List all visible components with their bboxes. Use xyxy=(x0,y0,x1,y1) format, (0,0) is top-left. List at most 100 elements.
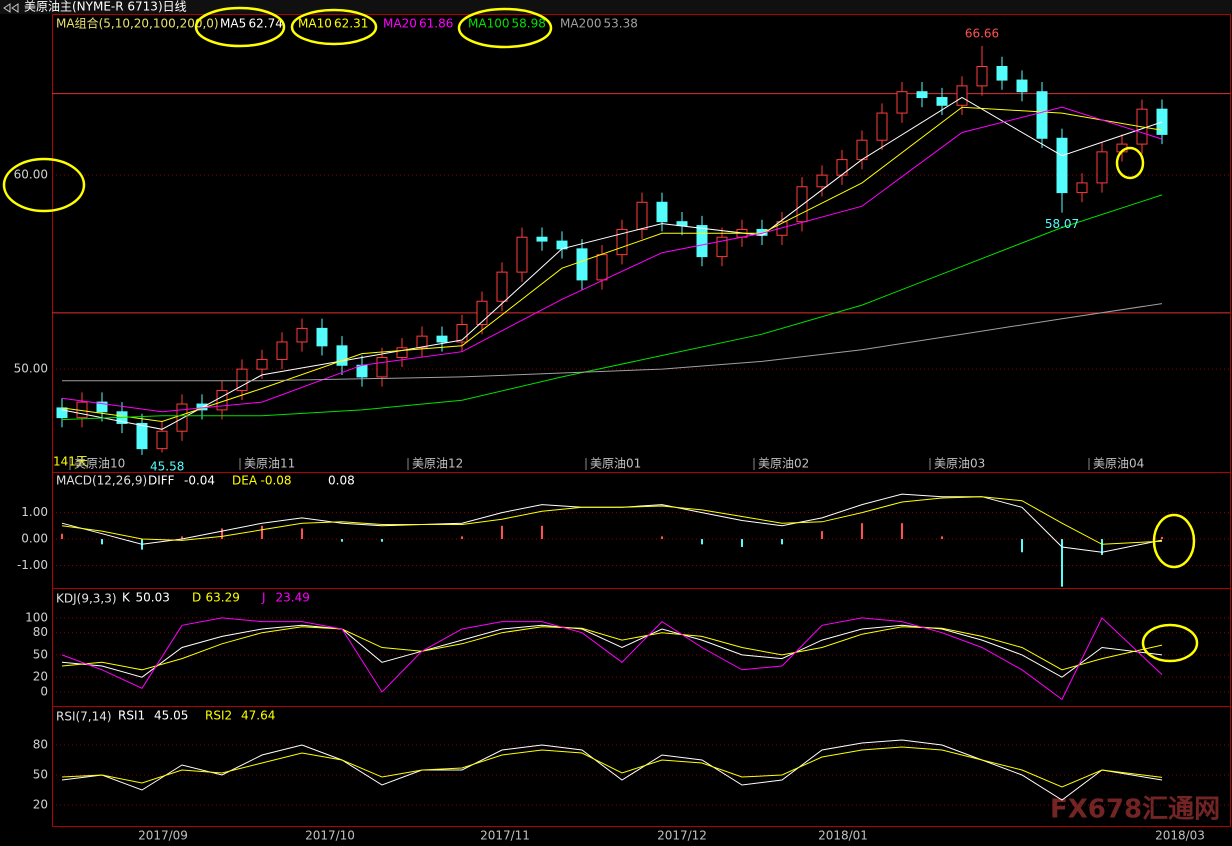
series-line xyxy=(61,96,1163,430)
x-tick-label: 2018/01 xyxy=(818,829,868,843)
watermark: FX678汇通网 xyxy=(1050,795,1220,825)
legend-value: 47.64 xyxy=(241,709,275,723)
y-tick-label: 50.00 xyxy=(14,362,48,376)
candle-body xyxy=(856,139,868,161)
legend-value: 50.03 xyxy=(136,591,170,605)
candle-body xyxy=(176,403,188,432)
candle-body xyxy=(56,407,68,419)
candle-body xyxy=(996,65,1008,81)
candle-body xyxy=(936,97,948,106)
legend-value: 62.31 xyxy=(334,17,368,31)
candle-body xyxy=(636,201,648,230)
candle-body xyxy=(596,254,608,281)
series-line xyxy=(62,303,1163,382)
y-tick-label: 0 xyxy=(40,684,48,698)
nav-icon[interactable] xyxy=(3,3,19,13)
legend-name: MA20 xyxy=(383,17,417,31)
y-tick-label: 60.00 xyxy=(14,168,48,182)
candle-body xyxy=(316,327,328,347)
x-tick-label: 美原油04 xyxy=(1093,457,1144,471)
candle-body xyxy=(256,358,268,370)
x-tick-label: 2018/03 xyxy=(1155,829,1205,843)
candle-body xyxy=(816,174,828,188)
candle-body xyxy=(616,228,628,256)
x-tick-label: 2017/11 xyxy=(480,829,530,843)
legend-value: 45.05 xyxy=(154,709,188,723)
price-panel xyxy=(52,14,1231,473)
x-tick-label: 美原油03 xyxy=(934,457,985,471)
legend-value: 62.74 xyxy=(249,17,283,31)
macd-title: MACD(12,26,9) xyxy=(56,474,147,488)
candle-body xyxy=(136,422,148,450)
series-line xyxy=(61,626,1163,671)
legend-name: RSI1 xyxy=(118,709,145,723)
x-tick-label: 美原油02 xyxy=(758,457,809,471)
x-tick-label: 2017/12 xyxy=(657,829,707,843)
y-tick-label: 20 xyxy=(33,798,48,812)
candle-body xyxy=(916,91,928,99)
series-line xyxy=(61,106,1163,413)
low-label: 58.07 xyxy=(1045,217,1079,231)
y-tick-label: 100 xyxy=(25,610,48,624)
series-line xyxy=(61,746,1163,788)
candle-body xyxy=(536,236,548,242)
candle-body xyxy=(496,271,508,302)
y-tick-label: -1.00 xyxy=(17,558,48,572)
candle-body xyxy=(696,225,708,258)
x-tick-label: 美原油10 xyxy=(74,457,125,471)
y-tick-label: 20 xyxy=(33,670,48,684)
candle-body xyxy=(796,186,808,223)
legend-name: DIFF xyxy=(148,474,175,488)
candle-body xyxy=(576,248,588,281)
candle-body xyxy=(1156,108,1168,135)
candle-body xyxy=(956,85,968,106)
series-line xyxy=(61,493,1163,553)
candle-body xyxy=(716,236,728,258)
legend-value: 63.29 xyxy=(206,591,240,605)
candle-body xyxy=(96,401,108,413)
legend-name: MA5 xyxy=(220,17,246,31)
candle-body xyxy=(336,345,348,366)
series-line xyxy=(61,194,1163,421)
candle-body xyxy=(436,335,448,343)
y-tick-label: 80 xyxy=(33,625,48,639)
candle-body xyxy=(476,300,488,326)
legend-value: 23.49 xyxy=(276,591,310,605)
kdj-panel xyxy=(52,588,1231,707)
x-tick-label: 美原油11 xyxy=(244,457,295,471)
series-line xyxy=(61,106,1163,423)
candle-body xyxy=(896,91,908,114)
rsi-panel xyxy=(52,706,1231,827)
candle-body xyxy=(876,112,888,141)
series-line xyxy=(61,739,1163,801)
high-label: 66.66 xyxy=(965,26,999,40)
candle-body xyxy=(416,335,428,349)
legend-name: RSI2 xyxy=(205,709,232,723)
legend-value: -0.04 xyxy=(184,474,215,488)
candle-body xyxy=(1116,143,1128,153)
candle-body xyxy=(776,221,788,236)
legend-value: -0.08 xyxy=(261,474,292,488)
candle-body xyxy=(236,368,248,391)
candle-body xyxy=(1096,151,1108,184)
candle-body xyxy=(1016,79,1028,93)
ma-setting: MA组合(5,10,20,100,200,0) xyxy=(56,16,219,31)
legend-name: MA200 xyxy=(560,17,601,31)
legend-name: D xyxy=(192,591,201,605)
legend-value: 58.98 xyxy=(512,17,546,31)
candle-body xyxy=(396,347,408,358)
legend-value: 53.38 xyxy=(604,17,638,31)
y-tick-label: 80 xyxy=(33,738,48,752)
x-tick-label: 2017/10 xyxy=(305,829,355,843)
series-line xyxy=(61,617,1163,701)
legend-name: MA100 xyxy=(468,17,509,31)
candle-body xyxy=(1056,137,1068,194)
low-label: 45.58 xyxy=(150,459,184,473)
y-tick-label: 1.00 xyxy=(21,505,48,519)
rsi-title: RSI(7,14) xyxy=(56,710,112,724)
candle-body xyxy=(1036,91,1048,139)
kdj-title: KDJ(9,3,3) xyxy=(56,592,117,606)
y-tick-label: 0.00 xyxy=(21,532,48,546)
